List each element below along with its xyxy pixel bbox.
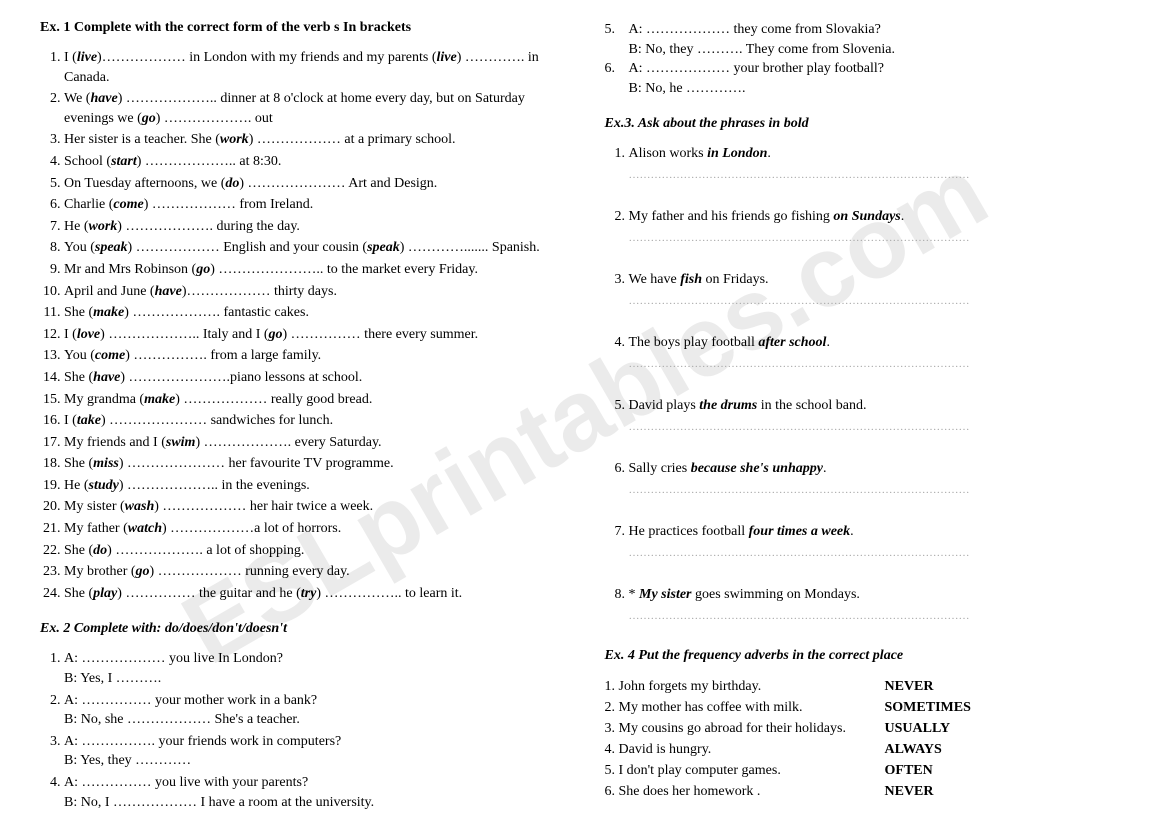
ex2-item: A: ……………. your friends work in computers…: [64, 732, 565, 771]
ex2-heading: Ex. 2 Complete with: do/does/don't/doesn…: [40, 621, 565, 637]
ex4-adverb: ALWAYS: [885, 739, 942, 760]
ex3-item: * My sister goes swimming on Mondays.…………: [629, 585, 1130, 624]
ex4-heading: Ex. 4 Put the frequency adverbs in the c…: [605, 648, 1130, 664]
ex2-line-b: B: Yes, they …………: [64, 751, 565, 771]
ex2-cont-num: 5.: [605, 20, 629, 59]
ex2-item: A: …………… your mother work in a bank?B: N…: [64, 691, 565, 730]
ex1-item: My grandma (make) ……………… really good bre…: [64, 390, 565, 410]
ex3-item: We have fish on Fridays.……………………………………………: [629, 270, 1130, 309]
ex2-list: A: ……………… you live In London?B: Yes, I ……: [40, 649, 565, 812]
ex2-line-a: A: ……………. your friends work in computers…: [64, 732, 565, 752]
ex3-item: He practices football four times a week.…: [629, 522, 1130, 561]
ex2-continuation: 5.A: ……………… they come from Slovakia?B: N…: [605, 20, 1130, 98]
ex4-adverb: NEVER: [885, 676, 934, 697]
ex1-item: I (take) ………………… sandwiches for lunch.: [64, 411, 565, 431]
ex3-list: Alison works in London.………………………………………………: [605, 144, 1130, 624]
ex1-item: My friends and I (swim) ………………. every Sa…: [64, 433, 565, 453]
ex1-item: Mr and Mrs Robinson (go) ………………….. to th…: [64, 260, 565, 280]
ex2-line-b: B: Yes, I ……….: [64, 669, 565, 689]
ex1-item: You (come) ……………. from a large family.: [64, 346, 565, 366]
ex2-cont-item: 6.A: ……………… your brother play football?B…: [605, 59, 1130, 98]
ex1-item: He (study) ……………….. in the evenings.: [64, 476, 565, 496]
ex3-answer-line: …………………………………………………………………………………: [629, 609, 1130, 624]
ex3-item: David plays the drums in the school band…: [629, 396, 1130, 435]
ex1-item: On Tuesday afternoons, we (do) ………………… A…: [64, 174, 565, 194]
ex1-item: I (love) ……………….. Italy and I (go) ………………: [64, 325, 565, 345]
ex4-sentence: 1. John forgets my birthday.: [605, 676, 885, 697]
ex3-item: The boys play football after school.……………: [629, 333, 1130, 372]
ex1-item: School (start) ……………….. at 8:30.: [64, 152, 565, 172]
ex2-item: A: …………… you live with your parents?B: N…: [64, 773, 565, 812]
ex4-row: 1. John forgets my birthday.NEVER: [605, 676, 1130, 697]
ex4-row: 3. My cousins go abroad for their holida…: [605, 718, 1130, 739]
ex1-item: She (make) ………………. fantastic cakes.: [64, 303, 565, 323]
ex4-row: 6. She does her homework .NEVER: [605, 781, 1130, 802]
ex4-sentence: 4. David is hungry.: [605, 739, 885, 760]
ex2-line-b: B: No, I ……………… I have a room at the uni…: [64, 793, 565, 813]
ex4-sentence: 3. My cousins go abroad for their holida…: [605, 718, 885, 739]
ex3-item: Sally cries because she's unhappy.…………………: [629, 459, 1130, 498]
ex4-sentence: 6. She does her homework .: [605, 781, 885, 802]
ex3-heading: Ex.3. Ask about the phrases in bold: [605, 116, 1130, 132]
ex2-cont-a: A: ……………… they come from Slovakia?: [629, 20, 895, 40]
ex2-cont-num: 6.: [605, 59, 629, 98]
ex1-item: My father (watch) ………………a lot of horrors…: [64, 519, 565, 539]
ex3-answer-line: …………………………………………………………………………………: [629, 294, 1130, 309]
ex2-line-a: A: …………… you live with your parents?: [64, 773, 565, 793]
ex4-sentence: 2. My mother has coffee with milk.: [605, 697, 885, 718]
ex3-answer-line: …………………………………………………………………………………: [629, 231, 1130, 246]
worksheet-page: Ex. 1 Complete with the correct form of …: [0, 0, 1169, 834]
ex1-item: Her sister is a teacher. She (work) ……………: [64, 130, 565, 150]
ex2-line-b: B: No, she ……………… She's a teacher.: [64, 710, 565, 730]
ex1-item: You (speak) ……………… English and your cous…: [64, 238, 565, 258]
ex3-answer-line: …………………………………………………………………………………: [629, 357, 1130, 372]
ex1-item: My sister (wash) ……………… her hair twice a…: [64, 497, 565, 517]
ex2-cont-b: B: No, they ………. They come from Slovenia…: [629, 40, 895, 60]
ex4-row: 5. I don't play computer games.OFTEN: [605, 760, 1130, 781]
ex1-item: My brother (go) ……………… running every day…: [64, 562, 565, 582]
ex3-item: My father and his friends go fishing on …: [629, 207, 1130, 246]
ex3-answer-line: …………………………………………………………………………………: [629, 483, 1130, 498]
ex4-adverb: SOMETIMES: [885, 697, 971, 718]
ex2-line-a: A: ……………… you live In London?: [64, 649, 565, 669]
ex1-item: She (miss) ………………… her favourite TV prog…: [64, 454, 565, 474]
ex4-row: 4. David is hungry.ALWAYS: [605, 739, 1130, 760]
ex1-item: She (play) …………… the guitar and he (try)…: [64, 584, 565, 604]
ex2-line-a: A: …………… your mother work in a bank?: [64, 691, 565, 711]
left-column: Ex. 1 Complete with the correct form of …: [40, 20, 565, 814]
ex1-item: I (live)……………… in London with my friends…: [64, 48, 565, 87]
ex4-sentence: 5. I don't play computer games.: [605, 760, 885, 781]
ex4-adverb: USUALLY: [885, 718, 951, 739]
ex1-item: Charlie (come) ……………… from Ireland.: [64, 195, 565, 215]
ex1-heading: Ex. 1 Complete with the correct form of …: [40, 20, 565, 36]
ex4-list: 1. John forgets my birthday.NEVER2. My m…: [605, 676, 1130, 802]
ex4-row: 2. My mother has coffee with milk.SOMETI…: [605, 697, 1130, 718]
ex1-item: April and June (have)……………… thirty days.: [64, 282, 565, 302]
ex3-answer-line: …………………………………………………………………………………: [629, 546, 1130, 561]
ex3-item: Alison works in London.………………………………………………: [629, 144, 1130, 183]
ex2-item: A: ……………… you live In London?B: Yes, I ……: [64, 649, 565, 688]
ex2-cont-b: B: No, he ………….: [629, 79, 884, 99]
ex1-item: We (have) ……………….. dinner at 8 o'clock a…: [64, 89, 565, 128]
right-column: 5.A: ……………… they come from Slovakia?B: N…: [605, 20, 1130, 814]
ex4-adverb: OFTEN: [885, 760, 933, 781]
ex3-answer-line: …………………………………………………………………………………: [629, 420, 1130, 435]
ex1-item: She (have) ………………….piano lessons at scho…: [64, 368, 565, 388]
ex2-cont-item: 5.A: ……………… they come from Slovakia?B: N…: [605, 20, 1130, 59]
ex1-item: He (work) ………………. during the day.: [64, 217, 565, 237]
ex1-item: She (do) ………………. a lot of shopping.: [64, 541, 565, 561]
ex2-cont-a: A: ……………… your brother play football?: [629, 59, 884, 79]
ex3-answer-line: …………………………………………………………………………………: [629, 168, 1130, 183]
ex1-list: I (live)……………… in London with my friends…: [40, 48, 565, 603]
ex4-adverb: NEVER: [885, 781, 934, 802]
